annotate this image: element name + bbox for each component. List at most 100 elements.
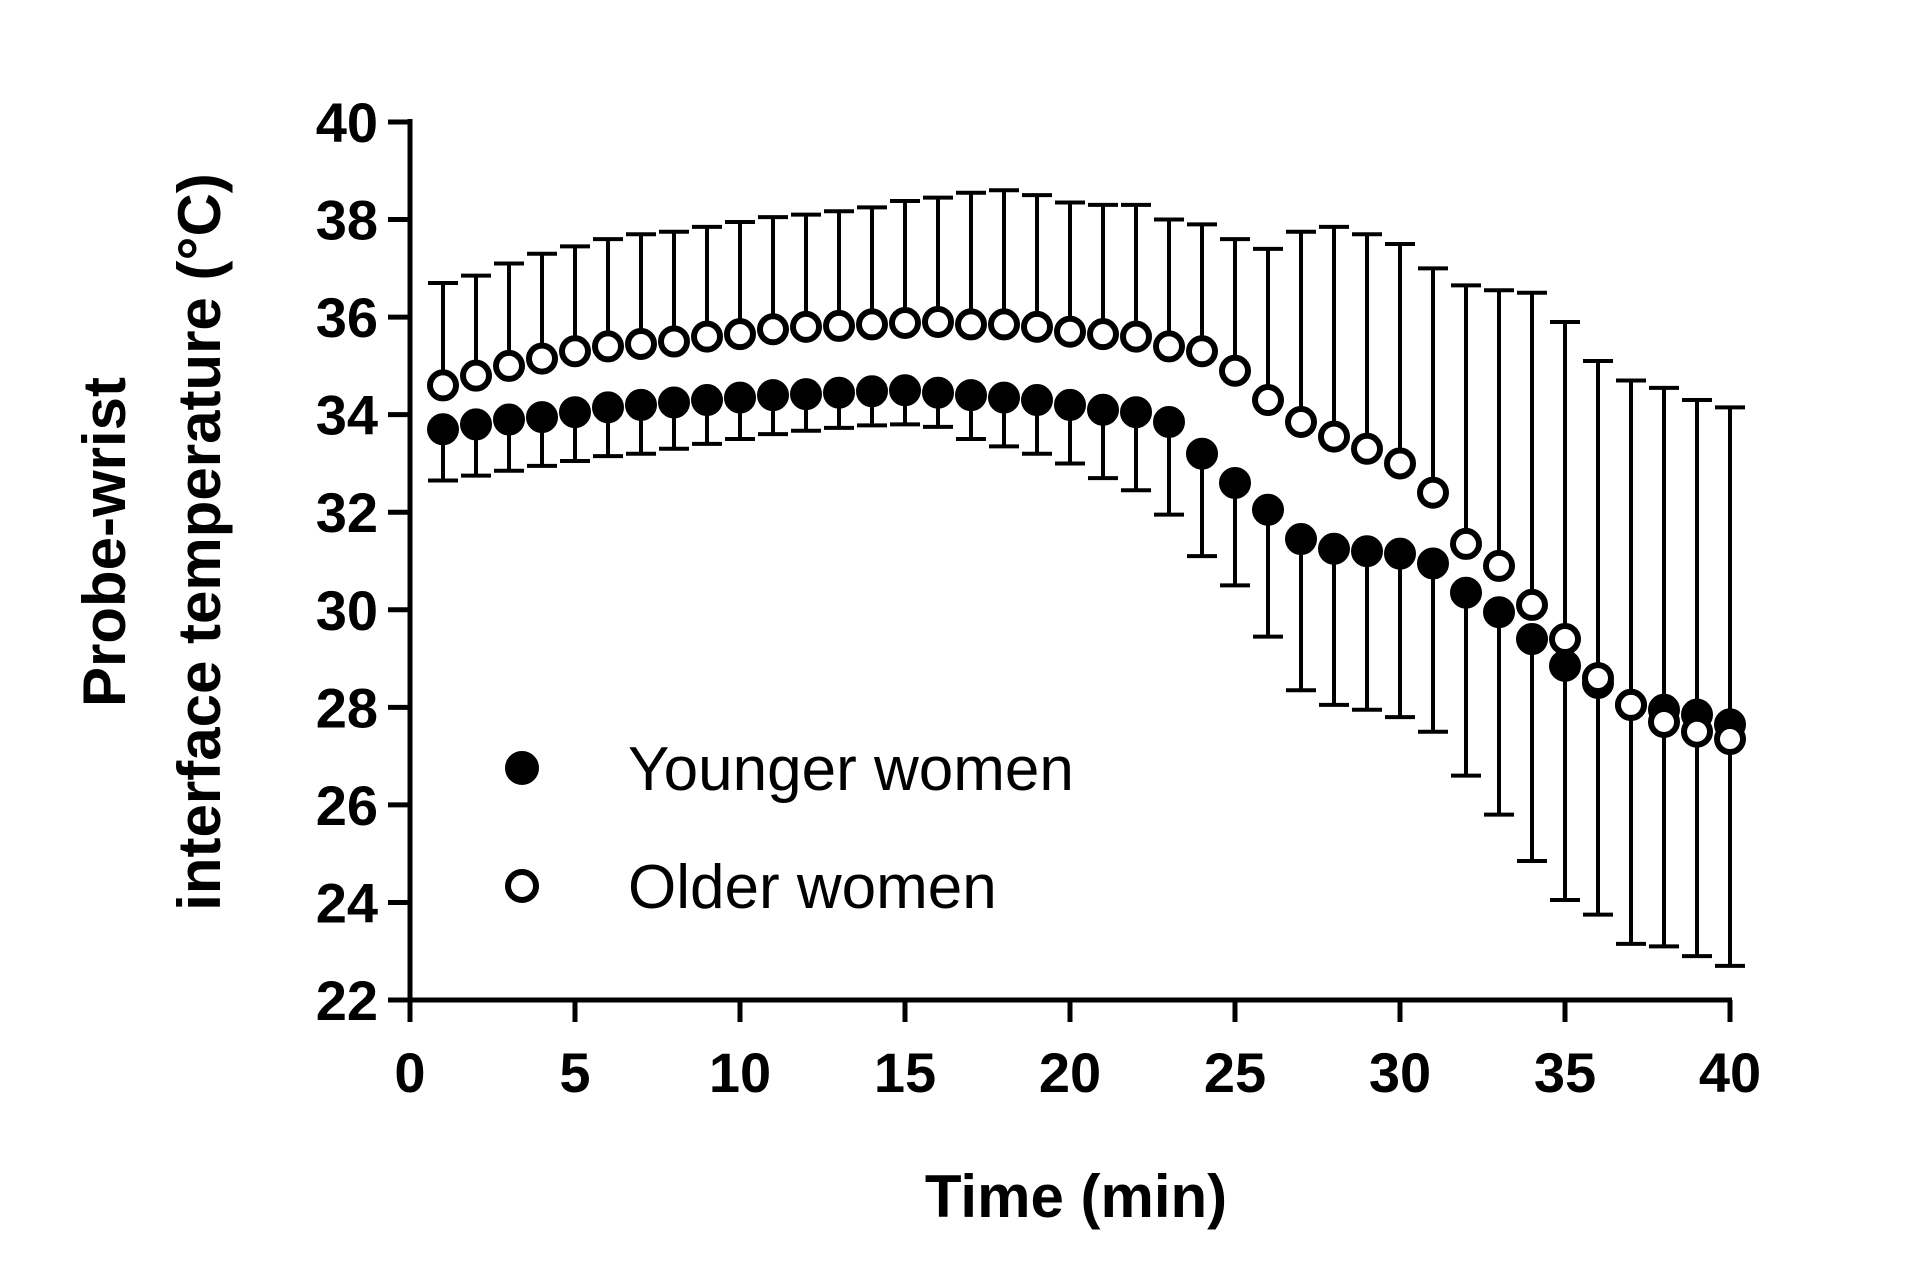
point-older: [1582, 662, 1614, 695]
point-older: [1153, 330, 1185, 363]
point-younger: [1351, 535, 1383, 568]
point-older: [1318, 420, 1350, 453]
point-younger: [724, 381, 756, 414]
point-younger: [1318, 532, 1350, 565]
point-younger: [757, 379, 789, 412]
point-older: [592, 330, 624, 363]
point-younger: [1516, 623, 1548, 656]
y-tick-label: 26: [316, 774, 378, 837]
point-younger: [1450, 576, 1482, 609]
point-younger: [1186, 437, 1218, 470]
x-tick-label: 15: [874, 1041, 936, 1104]
point-older: [1252, 384, 1284, 417]
point-younger: [988, 381, 1020, 414]
x-tick-label: 40: [1699, 1041, 1761, 1104]
point-older: [1516, 588, 1548, 621]
y-tick-label: 24: [316, 871, 378, 934]
point-older: [889, 306, 921, 339]
point-older: [1384, 447, 1416, 480]
point-older: [1714, 723, 1746, 756]
point-younger: [559, 396, 591, 429]
legend-marker-older: [505, 869, 539, 903]
point-older: [427, 369, 459, 402]
x-tick-label: 5: [559, 1041, 590, 1104]
point-older: [1021, 310, 1053, 343]
point-older: [1285, 405, 1317, 438]
point-younger: [790, 378, 822, 411]
point-younger: [460, 408, 492, 441]
x-tick-label: 25: [1204, 1041, 1266, 1104]
point-older: [493, 349, 525, 382]
point-older: [955, 308, 987, 341]
axes: [388, 119, 1733, 1022]
error-bars: [428, 188, 1745, 968]
point-younger: [1252, 493, 1284, 526]
point-younger: [1219, 466, 1251, 499]
legend-label-younger: Younger women: [628, 735, 1074, 804]
point-younger: [1384, 537, 1416, 570]
y-tick-label: 36: [316, 286, 378, 349]
point-older: [691, 320, 723, 353]
x-tick-label: 35: [1534, 1041, 1596, 1104]
x-tick-label: 30: [1369, 1041, 1431, 1104]
point-younger: [1120, 396, 1152, 429]
point-older: [460, 359, 492, 392]
legend-label-older: Older women: [628, 853, 997, 922]
x-tick-label: 10: [709, 1041, 771, 1104]
point-younger: [625, 388, 657, 421]
point-older: [1615, 688, 1647, 721]
point-older: [1120, 320, 1152, 353]
point-older: [988, 308, 1020, 341]
point-older: [856, 308, 888, 341]
y-tick-label: 34: [316, 384, 378, 447]
point-older: [757, 313, 789, 346]
x-tick-label: 0: [394, 1041, 425, 1104]
point-older: [1483, 549, 1515, 582]
legend-marker-younger: [505, 751, 539, 785]
point-older: [1681, 715, 1713, 748]
point-older: [1549, 623, 1581, 656]
point-younger: [1417, 547, 1449, 580]
point-younger: [1549, 649, 1581, 682]
point-younger: [1087, 393, 1119, 426]
point-older: [658, 325, 690, 358]
point-younger: [856, 375, 888, 408]
point-older: [724, 318, 756, 351]
point-younger: [1054, 388, 1086, 421]
data-points: [427, 305, 1746, 756]
point-younger: [427, 413, 459, 446]
point-older: [1186, 335, 1218, 368]
point-older: [1351, 432, 1383, 465]
point-younger: [823, 376, 855, 409]
point-younger: [922, 376, 954, 409]
point-older: [790, 310, 822, 343]
point-younger: [1483, 596, 1515, 629]
point-younger: [1021, 384, 1053, 417]
point-older: [625, 327, 657, 360]
point-younger: [1153, 405, 1185, 438]
point-older: [823, 309, 855, 342]
point-older: [559, 335, 591, 368]
x-tick-label: 20: [1039, 1041, 1101, 1104]
point-younger: [889, 374, 921, 407]
point-older: [922, 305, 954, 338]
y-tick-label: 40: [316, 91, 378, 154]
y-axis-title-line-2: interface temperature (°C): [166, 173, 233, 911]
y-tick-labels: 22 24 26 28 30 32 34 36 38 40: [316, 91, 378, 1032]
point-older: [1219, 354, 1251, 387]
point-older: [526, 342, 558, 375]
y-axis-title-line-1: Probe-wrist: [71, 377, 138, 707]
point-younger: [955, 379, 987, 412]
point-younger: [526, 401, 558, 434]
point-older: [1054, 315, 1086, 348]
point-younger: [691, 384, 723, 417]
point-older: [1087, 318, 1119, 351]
point-younger: [493, 403, 525, 436]
y-tick-label: 32: [316, 481, 378, 544]
x-axis-title: Time (min): [925, 1163, 1227, 1230]
y-tick-label: 28: [316, 676, 378, 739]
point-younger: [658, 386, 690, 419]
y-tick-label: 30: [316, 579, 378, 642]
x-tick-labels: 0 5 10 15 20 25 30 35 40: [394, 1041, 1761, 1104]
legend: Younger women Older women: [505, 735, 1074, 922]
